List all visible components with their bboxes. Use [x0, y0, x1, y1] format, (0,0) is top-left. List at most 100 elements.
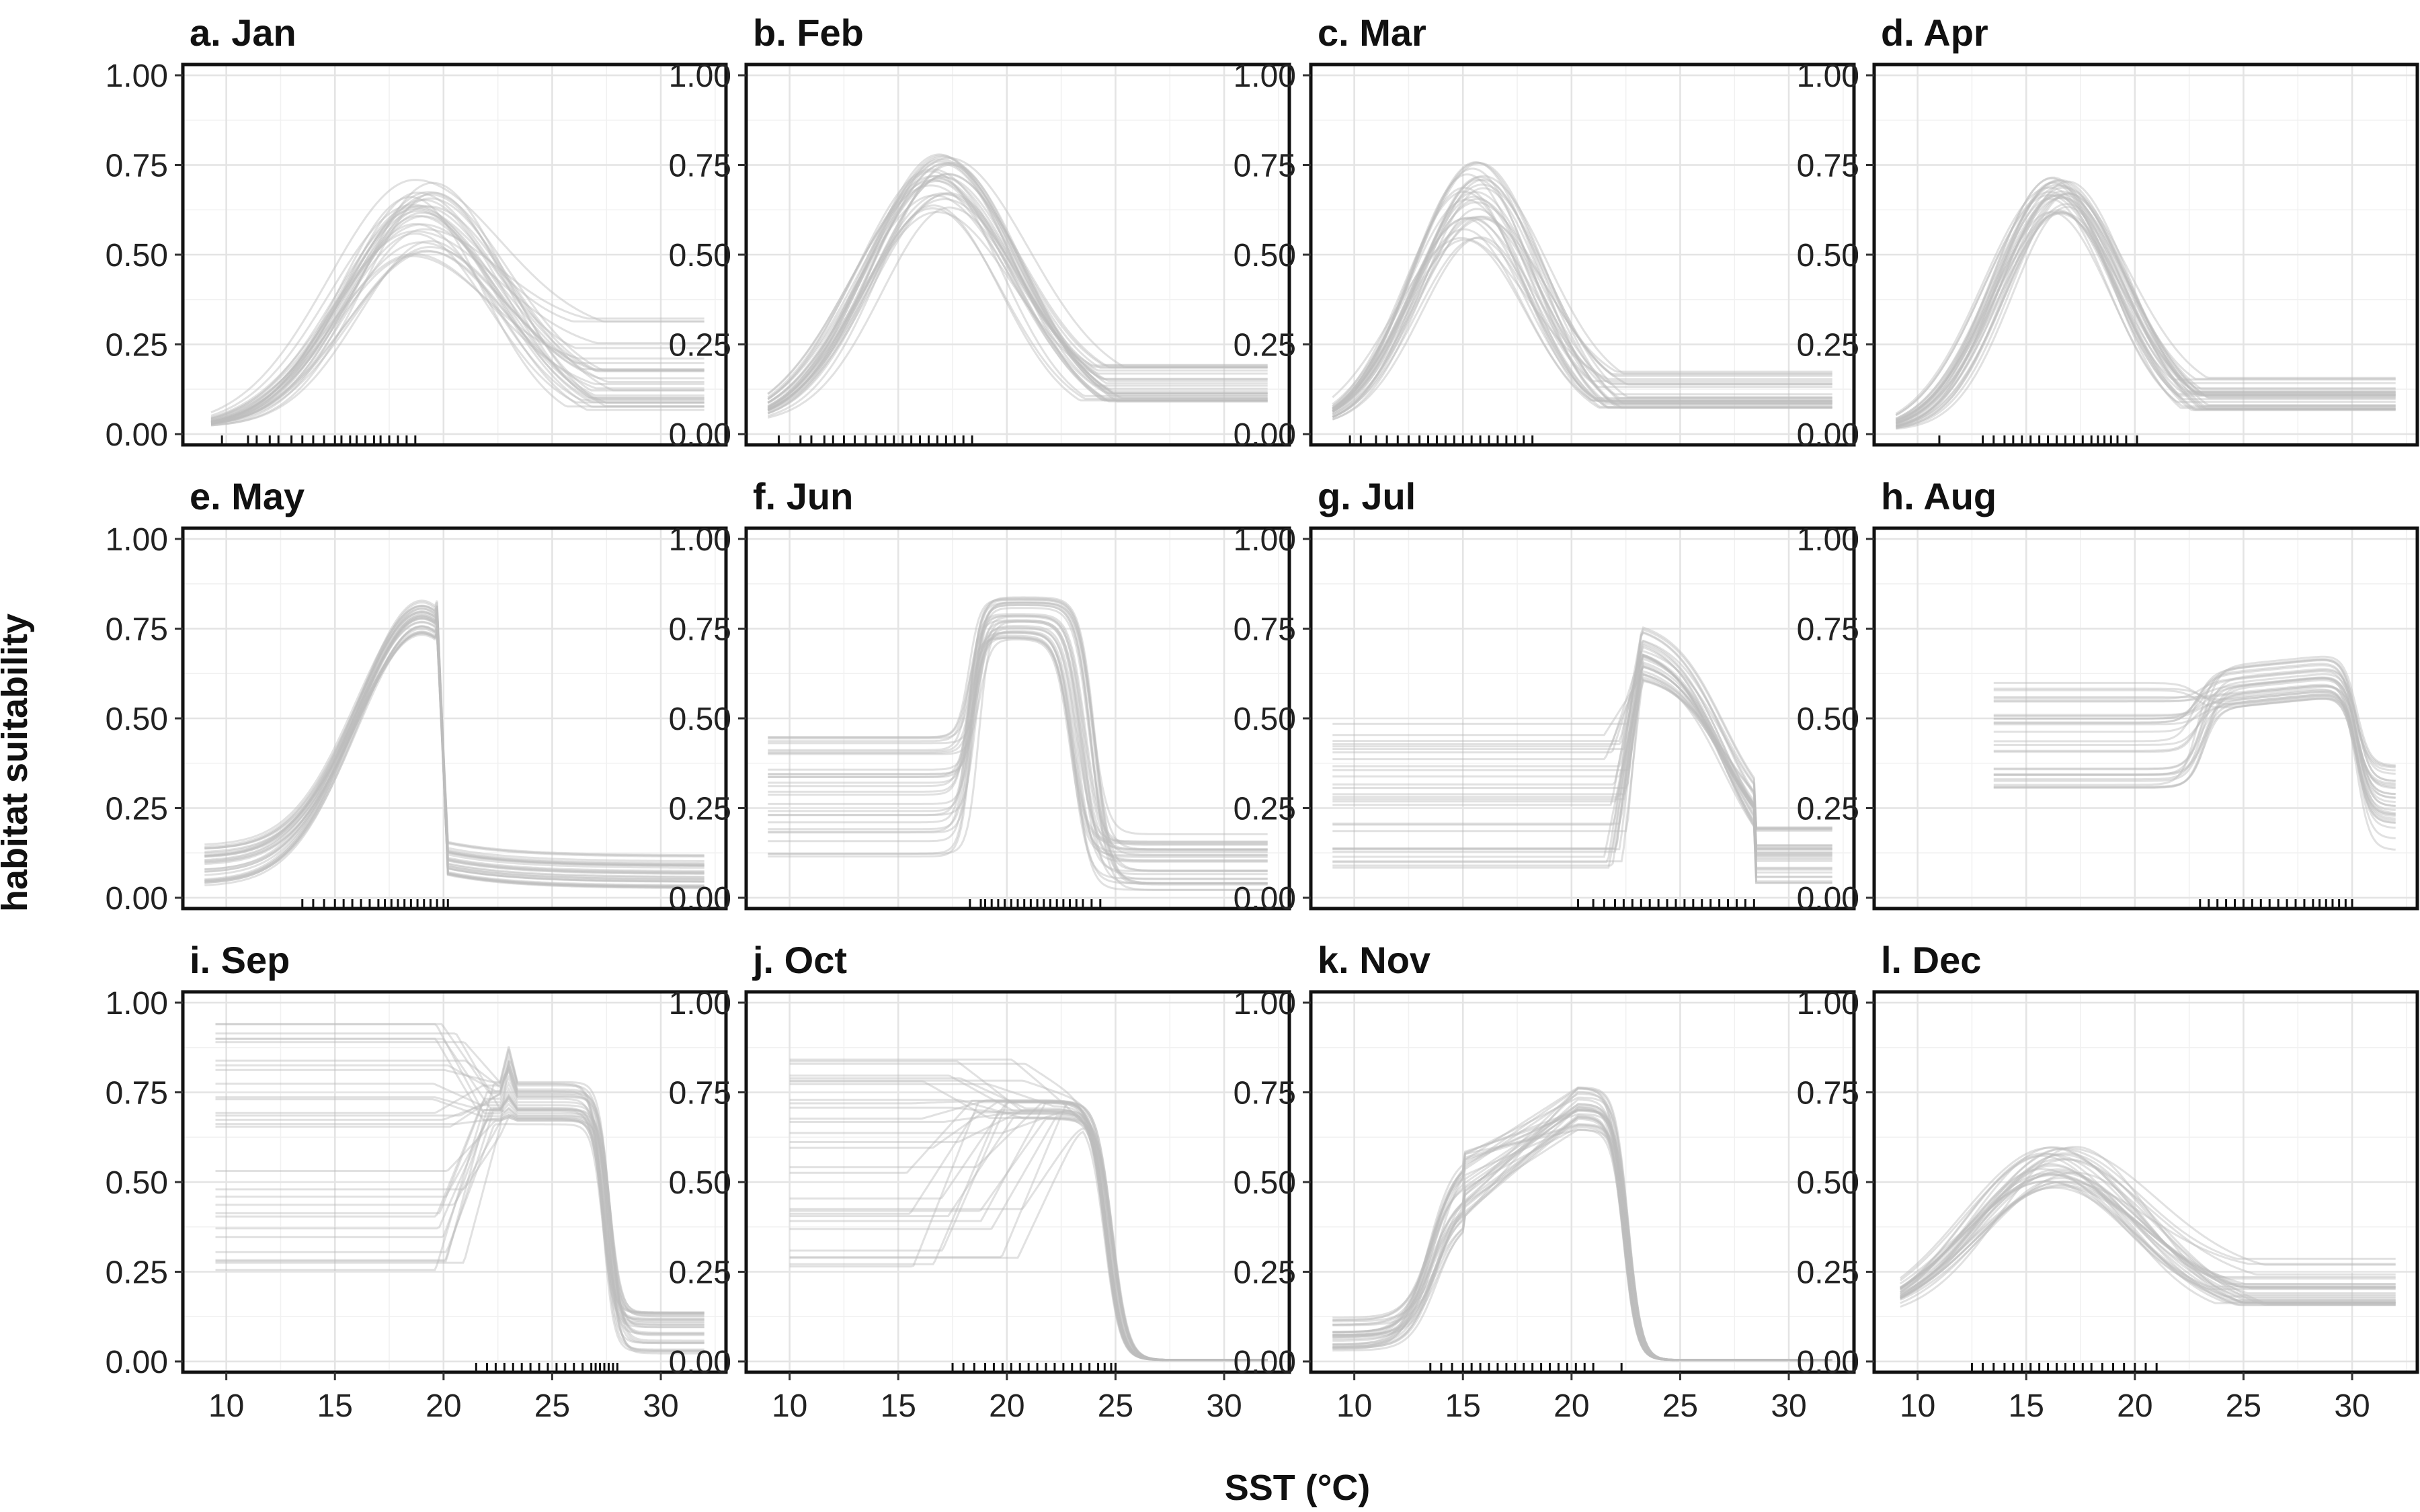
- y-tick-label: 0.25: [1234, 1255, 1296, 1290]
- response-curve: [1332, 1087, 1832, 1361]
- y-tick-label: 0.25: [1797, 1255, 1859, 1290]
- y-tick-label: 0.50: [1234, 1165, 1296, 1201]
- response-curve: [1332, 236, 1832, 421]
- response-curve: [1899, 1173, 2396, 1298]
- response-curve: [1332, 175, 1832, 413]
- response-curve: [1993, 659, 2396, 799]
- response-curve: [1899, 1158, 2396, 1288]
- response-curve: [1993, 691, 2396, 822]
- response-curve: [215, 1111, 704, 1322]
- y-tick-label: 0.25: [106, 327, 168, 363]
- response-curve: [1993, 693, 2396, 785]
- y-tick-label: 1.00: [669, 58, 731, 94]
- response-curve: [1332, 173, 1832, 413]
- response-curve: [789, 1100, 1268, 1361]
- response-curve: [204, 625, 704, 886]
- response-curve: [204, 618, 704, 888]
- response-curve: [1332, 653, 1832, 883]
- response-curve: [1993, 679, 2396, 803]
- response-curve: [1332, 1126, 1832, 1361]
- response-curve: [1895, 196, 2396, 421]
- x-tick-label: 15: [1445, 1388, 1481, 1424]
- response-curve: [210, 223, 704, 419]
- panel-title: f. Jun: [753, 475, 853, 517]
- response-curve: [210, 210, 704, 422]
- y-tick-label: 0.25: [106, 1255, 168, 1290]
- response-curve: [1332, 215, 1832, 416]
- response-curve: [210, 205, 704, 421]
- response-curve: [1993, 663, 2396, 814]
- response-curve: [1332, 208, 1832, 421]
- x-tick-label: 30: [1206, 1388, 1242, 1424]
- response-curve: [215, 1083, 704, 1355]
- response-curve: [210, 212, 704, 425]
- response-curve: [1900, 1173, 2396, 1299]
- response-curve: [1332, 161, 1832, 409]
- panel-title: i. Sep: [190, 939, 290, 981]
- x-tick-label: 20: [1554, 1388, 1589, 1424]
- y-tick-label: 0.25: [106, 791, 168, 827]
- response-curve: [767, 179, 1268, 404]
- response-curve: [1332, 675, 1832, 829]
- response-curve: [1332, 1118, 1832, 1361]
- y-tick-label: 0.75: [1234, 1076, 1296, 1111]
- response-curve: [204, 632, 704, 863]
- response-curve: [789, 1101, 1268, 1361]
- response-curve: [768, 620, 1268, 862]
- response-curve: [1332, 1109, 1832, 1361]
- response-curve: [204, 631, 704, 883]
- response-curve: [1332, 661, 1832, 854]
- response-curve: [210, 204, 704, 417]
- response-curve: [1332, 228, 1832, 413]
- response-curve: [767, 192, 1268, 413]
- response-curve: [210, 214, 704, 425]
- response-curve: [210, 204, 704, 422]
- response-curve: [768, 597, 1268, 884]
- response-curve: [1332, 646, 1832, 869]
- response-curve: [215, 1066, 704, 1352]
- response-curve: [1895, 193, 2396, 421]
- y-tick-label: 0.00: [1234, 881, 1296, 917]
- response-curve: [215, 1048, 704, 1324]
- response-curve: [767, 207, 1268, 412]
- response-curve: [1900, 1153, 2396, 1304]
- response-curve: [210, 255, 704, 423]
- response-curve: [1896, 206, 2396, 430]
- response-curve: [1993, 676, 2396, 795]
- panel-title: a. Jan: [190, 11, 296, 54]
- response-curve: [1900, 1177, 2396, 1304]
- y-tick-label: 0.00: [106, 417, 168, 453]
- response-curve: [767, 176, 1268, 404]
- response-curve: [767, 179, 1268, 403]
- y-tick-label: 1.00: [106, 522, 168, 558]
- response-curve: [1332, 1116, 1832, 1361]
- x-tick-label: 15: [2009, 1388, 2044, 1424]
- response-curve: [1993, 668, 2396, 781]
- curve-group: [789, 1058, 1268, 1361]
- response-curve: [204, 605, 704, 880]
- y-tick-label: 0.00: [669, 881, 731, 917]
- response-curve: [1332, 183, 1832, 409]
- y-tick-label: 0.75: [1234, 149, 1296, 184]
- response-curve: [767, 204, 1268, 415]
- y-tick-label: 0.25: [669, 1255, 731, 1290]
- response-curve: [767, 192, 1268, 409]
- y-tick-label: 0.50: [106, 238, 168, 274]
- panel-title: c. Mar: [1318, 11, 1426, 54]
- response-curve: [1332, 190, 1832, 407]
- y-tick-label: 0.25: [669, 791, 731, 827]
- response-curve: [204, 617, 704, 888]
- response-curve: [789, 1075, 1268, 1361]
- response-curve: [1900, 1146, 2396, 1308]
- response-curve: [204, 601, 704, 886]
- response-curve: [1993, 658, 2396, 786]
- response-curve: [768, 601, 1268, 835]
- response-curve: [768, 614, 1268, 885]
- response-curve: [789, 1099, 1268, 1361]
- response-curve: [215, 1038, 704, 1344]
- response-curve: [1332, 198, 1832, 413]
- response-curve: [1993, 673, 2396, 771]
- y-tick-label: 0.50: [1797, 702, 1859, 737]
- response-curve: [789, 1101, 1268, 1361]
- response-curve: [1332, 198, 1832, 409]
